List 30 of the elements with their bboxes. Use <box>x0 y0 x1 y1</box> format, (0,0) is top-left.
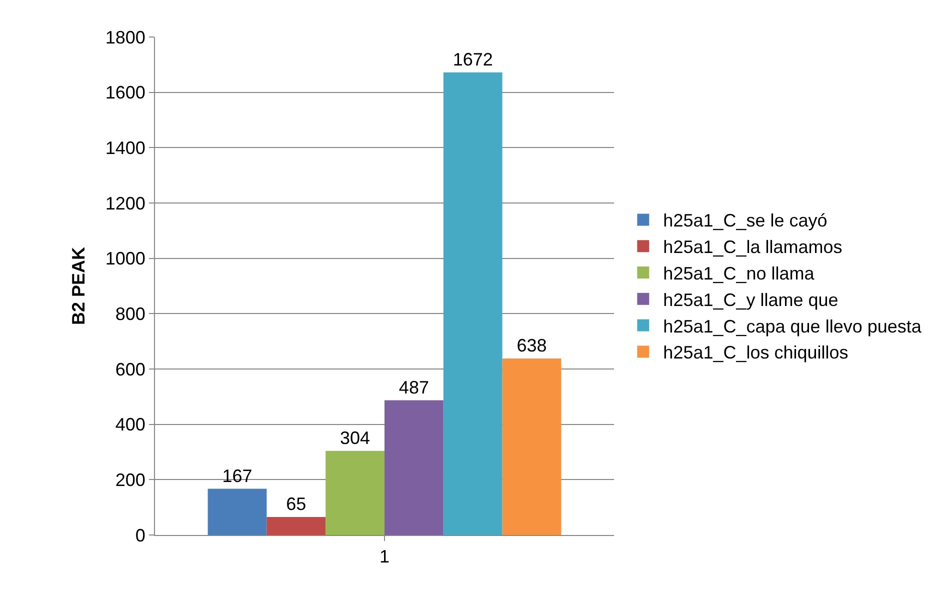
bar <box>443 72 502 535</box>
x-tick-label: 1 <box>379 546 390 567</box>
data-label: 167 <box>222 466 252 486</box>
y-tick-label: 600 <box>115 359 146 380</box>
y-tick-label: 200 <box>115 470 146 490</box>
bar <box>208 488 267 535</box>
legend-label: h25a1_C_no llama <box>663 264 816 284</box>
y-tick-label: 1800 <box>105 27 146 48</box>
legend-label: h25a1_C_capa que llevo puesta <box>663 316 922 336</box>
data-label: 65 <box>286 494 306 514</box>
y-axis-title: B2 PEAK <box>68 246 89 326</box>
bar <box>326 450 384 535</box>
data-label: 304 <box>340 428 370 448</box>
y-tick-label: 1200 <box>105 193 146 214</box>
y-tick-label: 800 <box>115 304 146 324</box>
legend-label: h25a1_C_y llame que <box>663 290 838 310</box>
bar <box>384 400 444 535</box>
y-tick-label: 0 <box>135 525 146 546</box>
legend-label: h25a1_C_los chiquillos <box>663 342 848 363</box>
bar <box>502 358 562 535</box>
y-tick-label: 1600 <box>105 82 146 103</box>
bar <box>266 517 326 535</box>
y-tick-label: 400 <box>115 414 146 435</box>
y-tick-label: 1000 <box>105 248 146 269</box>
data-label: 487 <box>398 377 429 398</box>
data-label: 638 <box>516 335 547 356</box>
y-tick-label: 1400 <box>105 138 146 158</box>
data-label: 1672 <box>452 49 493 70</box>
legend-label: h25a1_C_la llamamos <box>663 237 842 258</box>
legend-label: h25a1_C_se le cayó <box>663 210 828 231</box>
